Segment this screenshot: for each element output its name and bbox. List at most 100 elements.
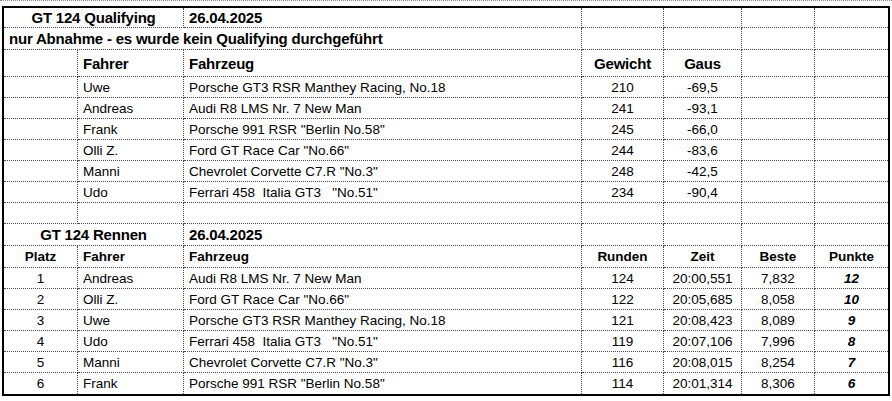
empty-cell [815,224,888,246]
best-lap-value: 8,254 [742,352,815,373]
qualifying-row: Olli Z. Ford GT Race Car "No.66" 244 -83… [4,140,888,161]
driver-name: Frank [78,373,184,394]
empty-cell [4,161,78,182]
laps-value: 116 [582,352,664,373]
qualifying-note-row: nur Abnahme - es wurde kein Qualifying d… [4,28,888,50]
best-lap-value: 8,306 [742,373,815,394]
driver-name: Uwe [78,310,184,331]
driver-name: Olli Z. [78,140,184,161]
gauss-value: -42,5 [664,161,742,182]
empty-cell [4,182,78,203]
qualifying-note: nur Abnahme - es wurde kein Qualifying d… [4,28,582,50]
position-value: 5 [4,352,78,373]
driver-name: Udo [78,331,184,352]
car-name: Audi R8 LMS Nr. 7 New Man [184,268,582,289]
empty-cell [742,50,815,77]
position-value: 1 [4,268,78,289]
empty-cell [4,140,78,161]
driver-name: Manni [78,161,184,182]
top-gridline [0,0,892,1]
qualifying-title-row: GT 124 Qualifying 26.04.2025 [4,8,888,28]
car-name: Audi R8 LMS Nr. 7 New Man [184,98,582,119]
empty-cell [664,8,742,28]
time-value: 20:08,423 [664,310,742,331]
empty-cell [664,224,742,246]
car-name: Porsche GT3 RSR Manthey Racing, No.18 [184,77,582,98]
spacer-row [4,203,888,224]
qualifying-row: Frank Porsche 991 RSR "Berlin No.58" 245… [4,119,888,140]
race-row: 2 Olli Z. Ford GT Race Car "No.66" 122 2… [4,289,888,310]
best-lap-value: 8,089 [742,310,815,331]
weight-value: 248 [582,161,664,182]
col-header-fahrzeug: Fahrzeug [184,50,582,77]
col-header-gewicht: Gewicht [582,50,664,77]
race-header-row: Platz Fahrer Fahrzeug Runden Zeit Beste … [4,246,888,268]
gauss-value: -66,0 [664,119,742,140]
car-name: Ford GT Race Car "No.66" [184,140,582,161]
qualifying-row: Manni Chevrolet Corvette C7.R "No.3" 248… [4,161,888,182]
empty-cell [582,28,664,50]
car-name: Ferrari 458 Italia GT3 "No.51" [184,331,582,352]
time-value: 20:01,314 [664,373,742,394]
points-value: 6 [815,373,888,394]
driver-name: Frank [78,119,184,140]
car-name: Ford GT Race Car "No.66" [184,289,582,310]
time-value: 20:00,551 [664,268,742,289]
empty-cell [742,161,815,182]
col-header-beste: Beste [742,246,815,268]
empty-cell [742,203,815,224]
car-name: Porsche GT3 RSR Manthey Racing, No.18 [184,310,582,331]
empty-cell [4,77,78,98]
empty-cell [815,140,888,161]
empty-cell [582,8,664,28]
empty-cell [4,98,78,119]
driver-name: Manni [78,352,184,373]
laps-value: 124 [582,268,664,289]
empty-cell [815,161,888,182]
best-lap-value: 7,996 [742,331,815,352]
empty-cell [4,119,78,140]
empty-cell [815,182,888,203]
empty-cell [664,28,742,50]
best-lap-value: 8,058 [742,289,815,310]
driver-name: Olli Z. [78,289,184,310]
empty-cell [742,119,815,140]
col-header-zeit: Zeit [664,246,742,268]
position-value: 2 [4,289,78,310]
empty-cell [815,50,888,77]
empty-cell [184,203,582,224]
qualifying-date: 26.04.2025 [184,8,582,28]
empty-cell [78,203,184,224]
gauss-value: -93,1 [664,98,742,119]
qualifying-row: Andreas Audi R8 LMS Nr. 7 New Man 241 -9… [4,98,888,119]
driver-name: Udo [78,182,184,203]
empty-cell [742,77,815,98]
gauss-value: -83,6 [664,140,742,161]
qualifying-row: Udo Ferrari 458 Italia GT3 "No.51" 234 -… [4,182,888,203]
car-name: Porsche 991 RSR "Berlin No.58" [184,119,582,140]
car-name: Chevrolet Corvette C7.R "No.3" [184,161,582,182]
points-value: 8 [815,331,888,352]
empty-cell [742,224,815,246]
race-row: 3 Uwe Porsche GT3 RSR Manthey Racing, No… [4,310,888,331]
spreadsheet-screenshot: GT 124 Qualifying 26.04.2025 nur Abnahme… [0,0,892,401]
points-value: 10 [815,289,888,310]
col-header-platz: Platz [4,246,78,268]
points-value: 12 [815,268,888,289]
time-value: 20:05,685 [664,289,742,310]
position-value: 6 [4,373,78,394]
empty-cell [664,203,742,224]
empty-cell [582,224,664,246]
qualifying-header-row: Fahrer Fahrzeug Gewicht Gaus [4,50,888,77]
results-table: GT 124 Qualifying 26.04.2025 nur Abnahme… [2,6,890,396]
race-row: 4 Udo Ferrari 458 Italia GT3 "No.51" 119… [4,331,888,352]
col-header-fahrer: Fahrer [78,50,184,77]
car-name: Chevrolet Corvette C7.R "No.3" [184,352,582,373]
weight-value: 234 [582,182,664,203]
laps-value: 114 [582,373,664,394]
empty-cell [815,98,888,119]
empty-cell [815,28,888,50]
empty-cell [742,8,815,28]
best-lap-value: 7,832 [742,268,815,289]
empty-cell [742,140,815,161]
